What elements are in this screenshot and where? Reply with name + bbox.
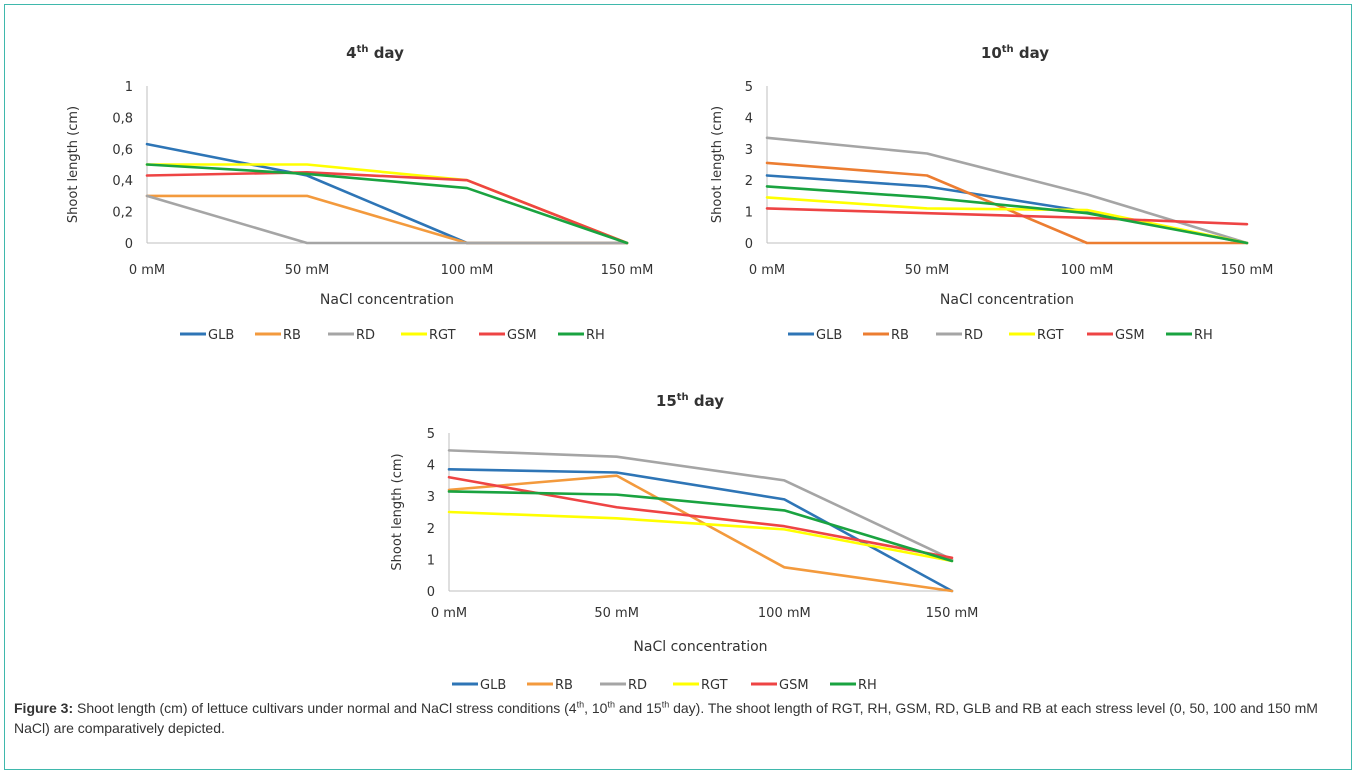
legend-label-glb: GLB bbox=[208, 328, 234, 343]
legend-label-rd: RD bbox=[628, 678, 647, 693]
series-line-rd bbox=[447, 449, 954, 561]
x-tick-label: 50 mM bbox=[285, 263, 330, 278]
series-line-rgt bbox=[447, 510, 954, 563]
y-tick-label: 2 bbox=[427, 522, 435, 537]
caption-text-1: Shoot length (cm) of lettuce cultivars u… bbox=[73, 700, 577, 716]
x-tick-label: 100 mM bbox=[441, 263, 494, 278]
chart-title: 15th day bbox=[656, 392, 724, 410]
x-axis-label: NaCl concentration bbox=[633, 639, 767, 655]
legend-label-gsm: GSM bbox=[1115, 328, 1145, 343]
series-line-rh bbox=[447, 490, 954, 563]
figure-frame bbox=[4, 4, 1352, 770]
y-tick-label: 1 bbox=[427, 553, 435, 568]
caption-text-3: and 15 bbox=[614, 700, 662, 716]
chart-title-rest: day bbox=[1014, 44, 1050, 62]
y-tick-label: 0,8 bbox=[112, 111, 133, 126]
y-tick-label: 4 bbox=[427, 459, 435, 474]
y-tick-label: 5 bbox=[427, 427, 435, 442]
legend-label-glb: GLB bbox=[816, 328, 842, 343]
chart-title-number: 10 bbox=[981, 44, 1002, 62]
x-axis-label: NaCl concentration bbox=[320, 292, 454, 308]
y-tick-label: 5 bbox=[745, 80, 753, 95]
x-tick-label: 0 mM bbox=[431, 606, 467, 621]
y-tick-label: 0,4 bbox=[112, 174, 133, 189]
x-axis-label: NaCl concentration bbox=[940, 292, 1074, 308]
y-tick-label: 1 bbox=[745, 206, 753, 221]
y-tick-label: 3 bbox=[427, 490, 435, 505]
caption-label: Figure 3: bbox=[14, 700, 74, 716]
series-line-gsm bbox=[765, 207, 1249, 226]
series-line-rd bbox=[145, 194, 629, 245]
x-tick-label: 150 mM bbox=[601, 263, 654, 278]
y-tick-label: 1 bbox=[125, 80, 133, 95]
caption-sup-2: th bbox=[607, 699, 615, 710]
caption-text-4: day). The shoot length of RGT, RH, GSM, … bbox=[14, 700, 1318, 736]
legend-label-gsm: GSM bbox=[779, 678, 809, 693]
x-tick-label: 150 mM bbox=[926, 606, 979, 621]
series-line-glb bbox=[447, 468, 954, 593]
legend-label-rd: RD bbox=[964, 328, 983, 343]
y-tick-label: 0 bbox=[125, 237, 133, 252]
legend-label-rgt: RGT bbox=[429, 328, 456, 343]
series-line-rh bbox=[765, 185, 1249, 245]
x-tick-label: 150 mM bbox=[1221, 263, 1274, 278]
series-line-glb bbox=[145, 142, 629, 245]
chart-title: 4th day bbox=[346, 44, 404, 62]
legend-label-rb: RB bbox=[283, 328, 301, 343]
chart-title-rest: day bbox=[689, 392, 725, 410]
chart-title: 10th day bbox=[981, 44, 1049, 62]
series-line-gsm bbox=[145, 171, 629, 245]
legend-label-rh: RH bbox=[858, 678, 877, 693]
chart-title-sup: th bbox=[1002, 44, 1014, 55]
x-tick-label: 50 mM bbox=[905, 263, 950, 278]
caption-sup-3: th bbox=[661, 699, 670, 710]
legend-label-gsm: GSM bbox=[507, 328, 537, 343]
chart-title-sup: th bbox=[677, 392, 689, 403]
y-tick-label: 3 bbox=[745, 143, 753, 158]
chart-1: 4th day 0 0,2 0,4 0,6 0,8 1 0 mM 50 mM 100 mM 150 … bbox=[66, 44, 653, 343]
legend-label-rgt: RGT bbox=[701, 678, 728, 693]
x-tick-label: 50 mM bbox=[594, 606, 639, 621]
y-tick-label: 0,2 bbox=[112, 206, 133, 221]
caption-sup-1: th bbox=[576, 699, 585, 710]
legend-label-rb: RB bbox=[555, 678, 573, 693]
y-tick-label: 2 bbox=[745, 174, 753, 189]
chart-title-number: 4 bbox=[346, 44, 356, 62]
x-tick-label: 0 mM bbox=[749, 263, 785, 278]
y-tick-label: 0,6 bbox=[112, 143, 133, 158]
series-line-rd bbox=[765, 136, 1249, 245]
x-tick-label: 0 mM bbox=[129, 263, 165, 278]
series-line-rb bbox=[447, 474, 954, 593]
legend-label-rh: RH bbox=[1194, 328, 1213, 343]
y-axis-label: Shoot length (cm) bbox=[710, 106, 725, 223]
figure-caption: Figure 3: Shoot length (cm) of lettuce c… bbox=[14, 698, 1344, 738]
y-axis-label: Shoot length (cm) bbox=[390, 453, 405, 570]
chart-title-sup: th bbox=[357, 44, 369, 55]
y-tick-label: 0 bbox=[427, 585, 435, 600]
series-line-rh bbox=[145, 163, 629, 245]
legend-label-rh: RH bbox=[586, 328, 605, 343]
legend-label-glb: GLB bbox=[480, 678, 506, 693]
chart-title-rest: day bbox=[368, 44, 404, 62]
legend-label-rd: RD bbox=[356, 328, 375, 343]
legend-label-rb: RB bbox=[891, 328, 909, 343]
legend-label-rgt: RGT bbox=[1037, 328, 1064, 343]
series-line-rgt bbox=[765, 196, 1249, 245]
x-tick-label: 100 mM bbox=[758, 606, 811, 621]
caption-text-2: , 10 bbox=[584, 700, 608, 716]
y-tick-label: 4 bbox=[745, 111, 753, 126]
x-tick-label: 100 mM bbox=[1061, 263, 1114, 278]
chart-title-number: 15 bbox=[656, 392, 677, 410]
y-axis-label: Shoot length (cm) bbox=[66, 106, 81, 223]
y-tick-label: 0 bbox=[745, 237, 753, 252]
